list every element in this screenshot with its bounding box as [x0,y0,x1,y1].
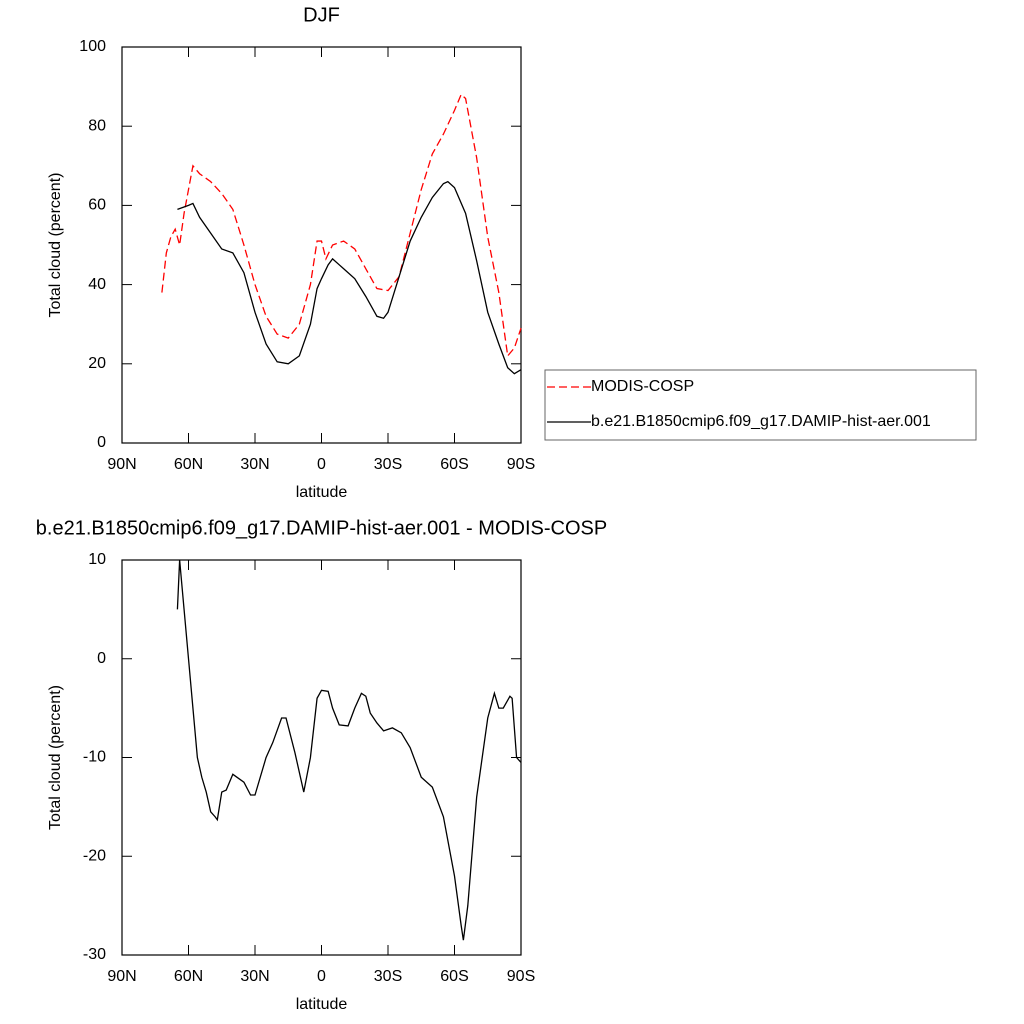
y-tick-label: -10 [83,749,106,766]
y-tick-label: -20 [83,847,106,864]
plot-frame [121,46,522,444]
y-tick-label: 40 [88,276,106,293]
x-tick-label: 90S [507,968,535,985]
legend-box [544,369,977,441]
x-tick-label: 30N [240,456,269,473]
x-tick-label: 0 [317,456,326,473]
x-tick-label: 60N [174,968,203,985]
y-tick-label: 10 [88,551,106,568]
x-axis-label: latitude [296,996,348,1013]
x-tick-label: 90N [107,456,136,473]
y-tick-label: 0 [97,434,106,451]
legend-label: b.e21.B1850cmip6.f09_g17.DAMIP-hist-aer.… [591,413,931,430]
legend-label: MODIS-COSP [591,378,694,395]
y-tick-label: 60 [88,197,106,214]
x-tick-label: 30N [240,968,269,985]
y-tick-label: -30 [83,946,106,963]
x-tick-label: 30S [374,456,402,473]
x-tick-label: 0 [317,968,326,985]
data-line [176,559,522,941]
x-axis-label: latitude [296,484,348,501]
chart-title: b.e21.B1850cmip6.f09_g17.DAMIP-hist-aer.… [36,517,607,539]
x-tick-label: 60N [174,456,203,473]
plot-frame [121,559,522,956]
x-tick-label: 60S [440,456,468,473]
x-tick-label: 90S [507,456,535,473]
x-tick-label: 30S [374,968,402,985]
y-tick-label: 100 [79,38,106,55]
y-axis-label: Total cloud (percent) [47,685,64,830]
y-tick-label: 20 [88,355,106,372]
data-line [177,180,522,375]
y-tick-label: 0 [97,650,106,667]
y-axis-label: Total cloud (percent) [47,173,64,318]
x-tick-label: 60S [440,968,468,985]
data-line [161,93,522,358]
y-tick-label: 80 [88,117,106,134]
chart-title: DJF [303,4,340,26]
x-tick-label: 90N [107,968,136,985]
